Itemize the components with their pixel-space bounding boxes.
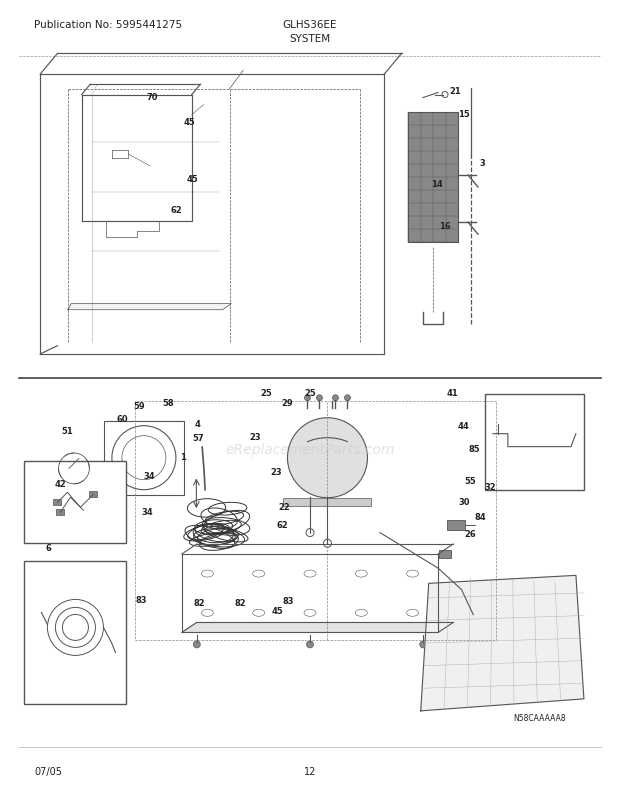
Text: 45: 45 [187, 174, 198, 184]
Text: 15: 15 [458, 109, 469, 119]
Text: 45: 45 [272, 606, 283, 615]
Bar [24, 462, 126, 544]
Text: 21: 21 [450, 87, 461, 96]
Text: 32: 32 [484, 482, 495, 492]
Text: 34: 34 [143, 472, 154, 481]
Text: 70: 70 [146, 93, 157, 103]
Text: Publication No: 5995441275: Publication No: 5995441275 [34, 20, 182, 30]
Text: 34: 34 [141, 507, 153, 516]
Text: eReplacementParts.com: eReplacementParts.com [225, 442, 395, 456]
Polygon shape [68, 304, 231, 310]
Circle shape [306, 529, 314, 537]
Text: 1: 1 [180, 452, 186, 462]
Text: 16: 16 [440, 221, 451, 231]
Bar [283, 498, 371, 506]
Text: 41: 41 [447, 388, 458, 398]
Polygon shape [421, 576, 584, 711]
Circle shape [345, 395, 350, 401]
Text: 23: 23 [250, 432, 261, 442]
Text: 42: 42 [55, 479, 66, 488]
Text: GLHS36EE: GLHS36EE [283, 20, 337, 30]
Ellipse shape [202, 570, 213, 577]
Text: 51: 51 [61, 426, 73, 435]
Ellipse shape [202, 610, 213, 617]
Text: 22: 22 [278, 502, 290, 512]
Text: N58CAAAAA8: N58CAAAAA8 [513, 713, 565, 723]
Bar [104, 421, 184, 495]
Bar [24, 561, 126, 704]
Bar [408, 113, 458, 243]
Bar [53, 500, 61, 505]
Ellipse shape [304, 610, 316, 617]
Text: 12: 12 [304, 767, 316, 776]
Ellipse shape [304, 570, 316, 577]
Text: 29: 29 [282, 398, 293, 407]
Bar [485, 394, 584, 490]
Text: 23: 23 [270, 467, 281, 476]
Text: 83: 83 [136, 595, 147, 605]
Circle shape [420, 641, 427, 648]
Ellipse shape [253, 610, 265, 617]
Ellipse shape [407, 610, 419, 617]
Ellipse shape [407, 570, 419, 577]
Circle shape [288, 418, 368, 498]
Text: SYSTEM: SYSTEM [290, 34, 330, 43]
Ellipse shape [355, 570, 367, 577]
Text: 60: 60 [117, 415, 128, 424]
Circle shape [306, 641, 314, 648]
Text: 62: 62 [171, 205, 182, 215]
Text: 44: 44 [458, 421, 469, 431]
Text: 55: 55 [464, 476, 476, 486]
Text: 25: 25 [304, 388, 316, 398]
Text: 07/05: 07/05 [34, 767, 62, 776]
Text: 85: 85 [469, 444, 480, 454]
Text: 59: 59 [134, 401, 145, 411]
Ellipse shape [253, 570, 265, 577]
Text: 62: 62 [277, 520, 288, 530]
Ellipse shape [355, 610, 367, 617]
Bar [56, 509, 64, 516]
Text: 25: 25 [261, 388, 272, 398]
Bar [89, 492, 97, 498]
Text: 58: 58 [163, 399, 174, 408]
Circle shape [332, 395, 339, 401]
Text: 82: 82 [194, 597, 205, 607]
Text: 82: 82 [235, 597, 246, 607]
Text: 45: 45 [184, 118, 195, 128]
Bar [439, 550, 451, 558]
Text: 83: 83 [283, 596, 294, 606]
Text: 4: 4 [194, 419, 200, 429]
Text: 3: 3 [479, 159, 485, 168]
Text: 14: 14 [432, 180, 443, 189]
Polygon shape [182, 622, 453, 633]
Circle shape [193, 641, 200, 648]
Text: 6: 6 [45, 543, 51, 553]
Circle shape [316, 395, 322, 401]
Circle shape [324, 540, 332, 548]
Bar [447, 520, 465, 531]
Text: 57: 57 [193, 433, 204, 443]
Text: 84: 84 [475, 512, 486, 522]
Circle shape [304, 395, 311, 401]
Text: 30: 30 [458, 497, 469, 507]
Text: 26: 26 [464, 529, 476, 539]
